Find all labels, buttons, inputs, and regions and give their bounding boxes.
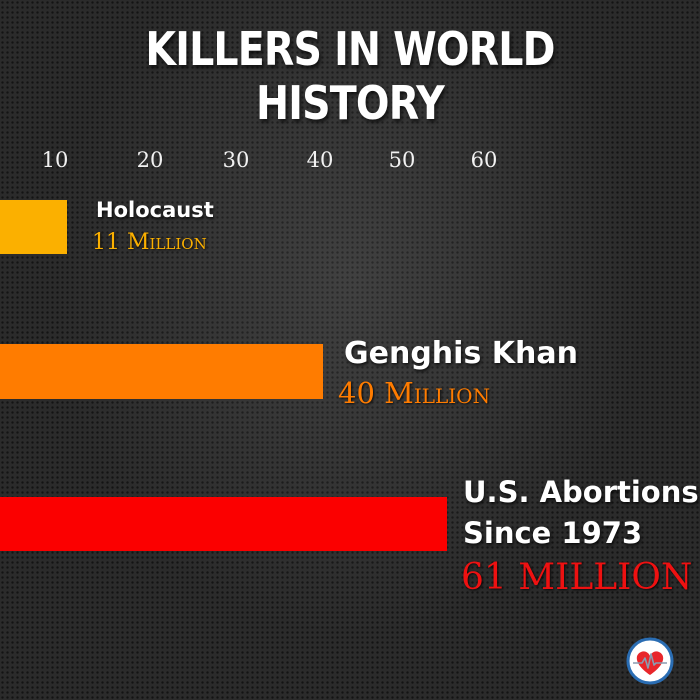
bar-holocaust [0,200,67,254]
category-label-holocaust: Holocaust [96,198,214,222]
heart-heartbeat-icon [626,637,674,685]
bar-genghis-khan [0,344,323,399]
logo-heartbeat-line [633,653,667,669]
category-label-genghis-khan: Genghis Khan [344,336,578,371]
x-tick-label-20: 20 [137,148,164,172]
x-tick-label-60: 60 [471,148,498,172]
value-label-genghis-khan: 40 Million [338,376,491,410]
value-label-us-abortions: 61 MILLION [461,557,693,598]
value-label-holocaust: 11 Million [92,230,207,255]
x-tick-label-50: 50 [389,148,416,172]
logo-heart [636,651,664,675]
bar-us-abortions [0,497,447,551]
category-label-us-abortions: U.S. Abortions Since 1973 [463,475,699,550]
x-axis-ticks: 10 20 30 40 50 60 [42,148,498,172]
chart-title: KILLERS IN WORLD HISTORY [145,22,555,130]
bars [0,200,447,551]
x-tick-label-30: 30 [223,148,250,172]
x-tick-label-40: 40 [307,148,334,172]
x-tick-label-10: 10 [42,148,69,172]
